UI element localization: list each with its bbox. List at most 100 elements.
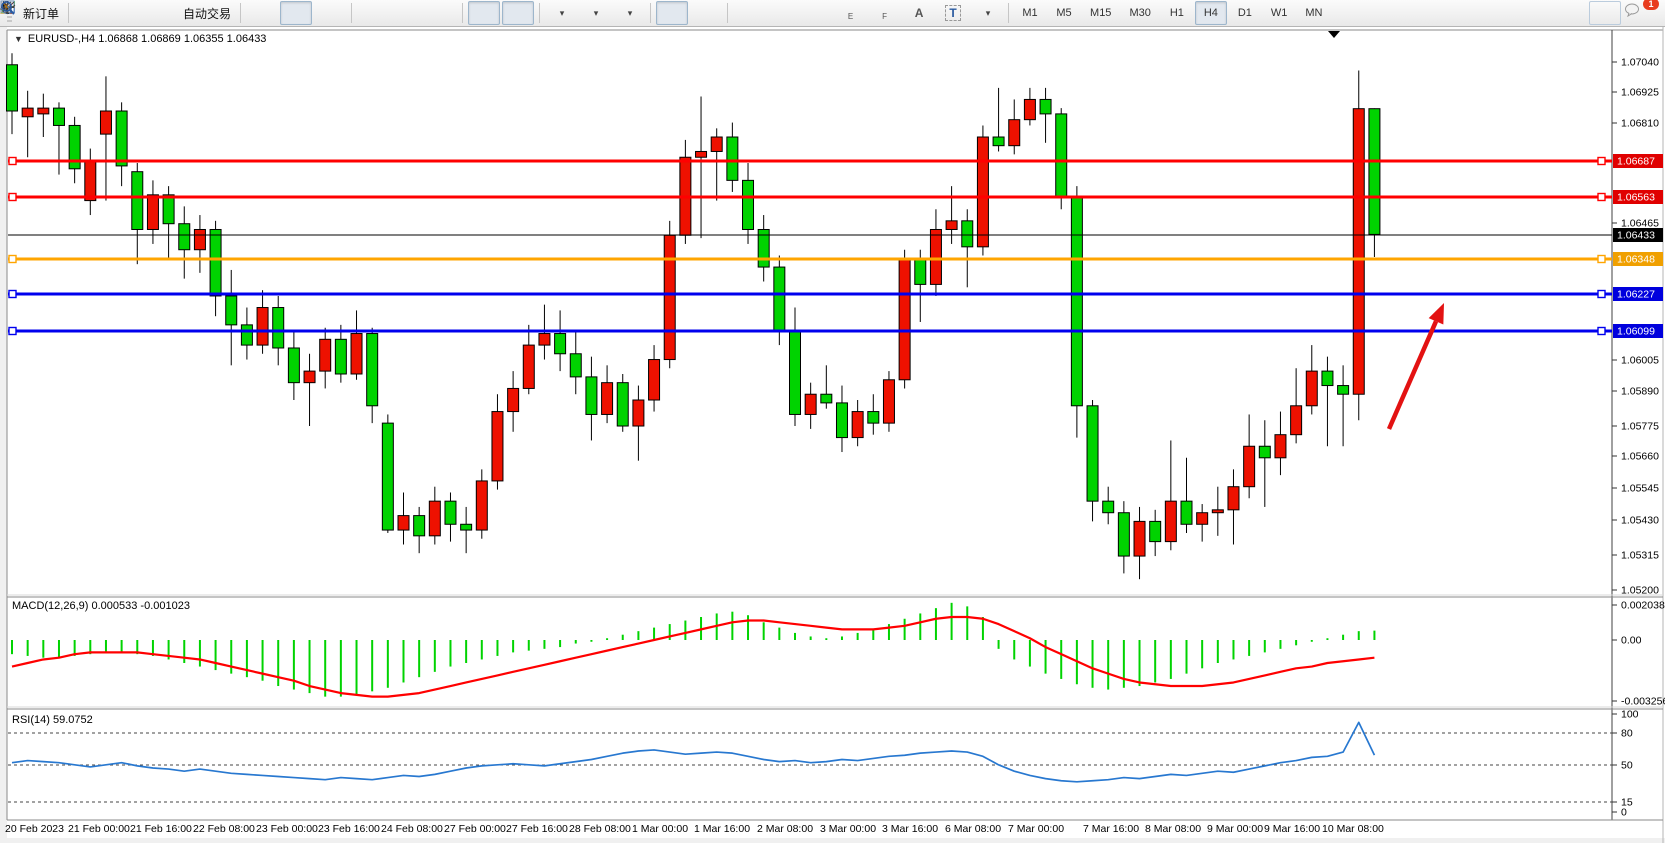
symbol-ohlc-text: EURUSD-,H4 1.06868 1.06869 1.06355 1.064… — [27, 33, 267, 45]
crosshair-button[interactable] — [1, 1, 722, 25]
auto-trading-button[interactable]: 自动交易 — [1, 0, 235, 25]
line-chart-button[interactable] — [0, 1, 346, 25]
candle-body — [131, 171, 144, 230]
cursor-button[interactable] — [3, 1, 689, 25]
timeframe-w1-button[interactable]: W1 — [1263, 1, 1296, 25]
rsi-indicator-label: RSI(14) 59.0752 — [12, 714, 93, 726]
channel-tool-button[interactable]: E — [0, 1, 867, 25]
line-handle[interactable] — [8, 254, 17, 264]
new-order-button[interactable]: 新订单 — [0, 1, 63, 25]
time-axis-label[interactable]: 9 Mar 00:00 — [1207, 823, 1263, 835]
timeframe-mn-button[interactable]: MN — [1297, 1, 1330, 25]
line-handle[interactable] — [1597, 289, 1606, 299]
window-bottom-edge — [0, 838, 1665, 843]
macd-indicator-label: MACD(12,26,9) 0.000533 -0.001023 — [12, 600, 190, 612]
candlestick-chart-button[interactable] — [2, 1, 313, 25]
time-axis-label[interactable]: 20 Feb 2023 — [5, 823, 64, 835]
time-axis-label[interactable]: 1 Mar 16:00 — [694, 823, 750, 835]
data-window-button[interactable] — [0, 0, 140, 25]
timeframe-h4-button[interactable]: H4 — [1194, 1, 1227, 25]
time-axis-label[interactable]: 7 Mar 16:00 — [1083, 823, 1139, 835]
horizontal-line-tool-button[interactable] — [1, 1, 799, 25]
line-handle[interactable] — [1597, 192, 1606, 202]
time-axis-label[interactable]: 10 Mar 08:00 — [1322, 823, 1384, 835]
timeframe-m1-button[interactable]: M1 — [1014, 1, 1046, 25]
time-axis-label[interactable]: 23 Feb 16:00 — [318, 823, 380, 835]
tile-windows-button[interactable] — [1, 1, 457, 25]
rsi-axis-label: 15 — [1621, 797, 1633, 809]
timeframe-m30-button[interactable]: M30 — [1121, 1, 1158, 25]
time-axis-label[interactable]: 8 Mar 08:00 — [1145, 823, 1201, 835]
candle-body — [820, 393, 833, 404]
dropdown-caret-icon: ▾ — [627, 7, 633, 18]
line-handle[interactable] — [1597, 254, 1606, 264]
annotation-arrow-head[interactable] — [1428, 303, 1444, 325]
line-handle[interactable] — [8, 192, 17, 202]
timeframe-label: M30 — [1129, 7, 1151, 19]
candle-body — [648, 359, 661, 401]
time-axis-label[interactable]: 2 Mar 08:00 — [757, 823, 813, 835]
time-axis-label[interactable]: 1 Mar 00:00 — [632, 823, 688, 835]
candle-body — [319, 338, 332, 372]
timeframe-m15-button[interactable]: M15 — [1082, 1, 1119, 25]
zoom-out-button[interactable] — [2, 1, 423, 25]
text-tool-button[interactable]: A — [903, 1, 935, 25]
candle-body — [851, 411, 864, 439]
zoom-in-button[interactable] — [2, 1, 389, 25]
time-axis-label[interactable]: 3 Mar 16:00 — [882, 823, 938, 835]
line-handle[interactable] — [8, 326, 17, 336]
candle-body — [350, 333, 363, 375]
line-handle[interactable] — [1597, 326, 1606, 336]
line-handle[interactable] — [8, 156, 17, 166]
bar-chart-button[interactable] — [0, 1, 278, 25]
time-axis-label[interactable]: 23 Feb 00:00 — [256, 823, 318, 835]
auto-scroll-button[interactable] — [3, 1, 501, 25]
price-axis-label: 1.05775 — [1621, 421, 1659, 433]
timeframe-label: M1 — [1022, 7, 1038, 19]
market-watch-button[interactable] — [0, 1, 106, 25]
time-axis-label[interactable]: 6 Mar 08:00 — [945, 823, 1001, 835]
line-handle[interactable] — [8, 289, 17, 299]
vertical-line-tool-button[interactable] — [5, 1, 765, 25]
line-handle[interactable] — [1597, 156, 1606, 166]
candle-body — [99, 110, 112, 135]
chart-symbol-title[interactable]: ▼ EURUSD-,H4 1.06868 1.06869 1.06355 1.06… — [14, 33, 266, 45]
candle-body — [287, 347, 300, 384]
price-badge — [1613, 228, 1663, 242]
time-axis-label[interactable]: 28 Feb 08:00 — [569, 823, 631, 835]
candle-body — [789, 330, 801, 415]
time-axis-label[interactable]: 7 Mar 00:00 — [1008, 823, 1064, 835]
fibonacci-tool-button[interactable]: F — [1, 1, 901, 25]
time-axis-label[interactable]: 22 Feb 08:00 — [193, 823, 255, 835]
toolbar-separator — [539, 3, 541, 23]
candle-body — [1086, 405, 1099, 502]
time-axis-label[interactable]: 9 Mar 16:00 — [1264, 823, 1320, 835]
search-button[interactable] — [1, 1, 1621, 25]
time-axis-label[interactable]: 21 Feb 00:00 — [68, 823, 130, 835]
periods-button[interactable]: ▾ — [1, 1, 611, 25]
time-axis-label[interactable]: 3 Mar 00:00 — [820, 823, 876, 835]
notifications-button[interactable]: 1 — [1623, 0, 1659, 25]
text-label-tool-button[interactable]: T — [937, 1, 969, 25]
timeframe-d1-button[interactable]: D1 — [1229, 1, 1261, 25]
indicators-button[interactable]: ▾ — [0, 0, 577, 25]
trendline-tool-button[interactable] — [1, 1, 833, 25]
price-axis-label: 1.05200 — [1621, 585, 1659, 597]
templates-button[interactable]: ▾ — [0, 0, 645, 25]
candle-body — [146, 194, 159, 230]
time-axis-label[interactable]: 27 Feb 16:00 — [506, 823, 568, 835]
price-axis-label: 1.05430 — [1621, 515, 1659, 527]
timeframe-h1-button[interactable]: H1 — [1161, 1, 1193, 25]
time-axis-label[interactable]: 24 Feb 08:00 — [381, 823, 443, 835]
shapes-tool-button[interactable]: ▾ — [2, 1, 1003, 25]
time-axis-label[interactable]: 21 Feb 16:00 — [130, 823, 192, 835]
toolbar-separator — [462, 3, 464, 23]
candle-body — [84, 159, 97, 202]
annotation-arrow-shaft[interactable] — [1386, 320, 1439, 430]
timeframe-m5-button[interactable]: M5 — [1048, 1, 1080, 25]
signals-button[interactable] — [2, 1, 174, 25]
candle-body — [507, 387, 520, 413]
chart-shift-button[interactable] — [1, 1, 535, 25]
time-axis-label[interactable]: 27 Feb 00:00 — [444, 823, 506, 835]
